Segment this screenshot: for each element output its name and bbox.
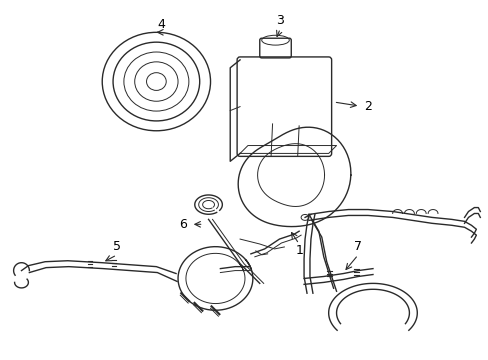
Text: 5: 5 xyxy=(113,240,121,253)
Text: 1: 1 xyxy=(295,244,303,257)
Text: 2: 2 xyxy=(364,100,371,113)
Text: 4: 4 xyxy=(157,18,165,31)
Text: 3: 3 xyxy=(276,14,284,27)
Text: 6: 6 xyxy=(179,218,186,231)
Text: 7: 7 xyxy=(353,240,362,253)
